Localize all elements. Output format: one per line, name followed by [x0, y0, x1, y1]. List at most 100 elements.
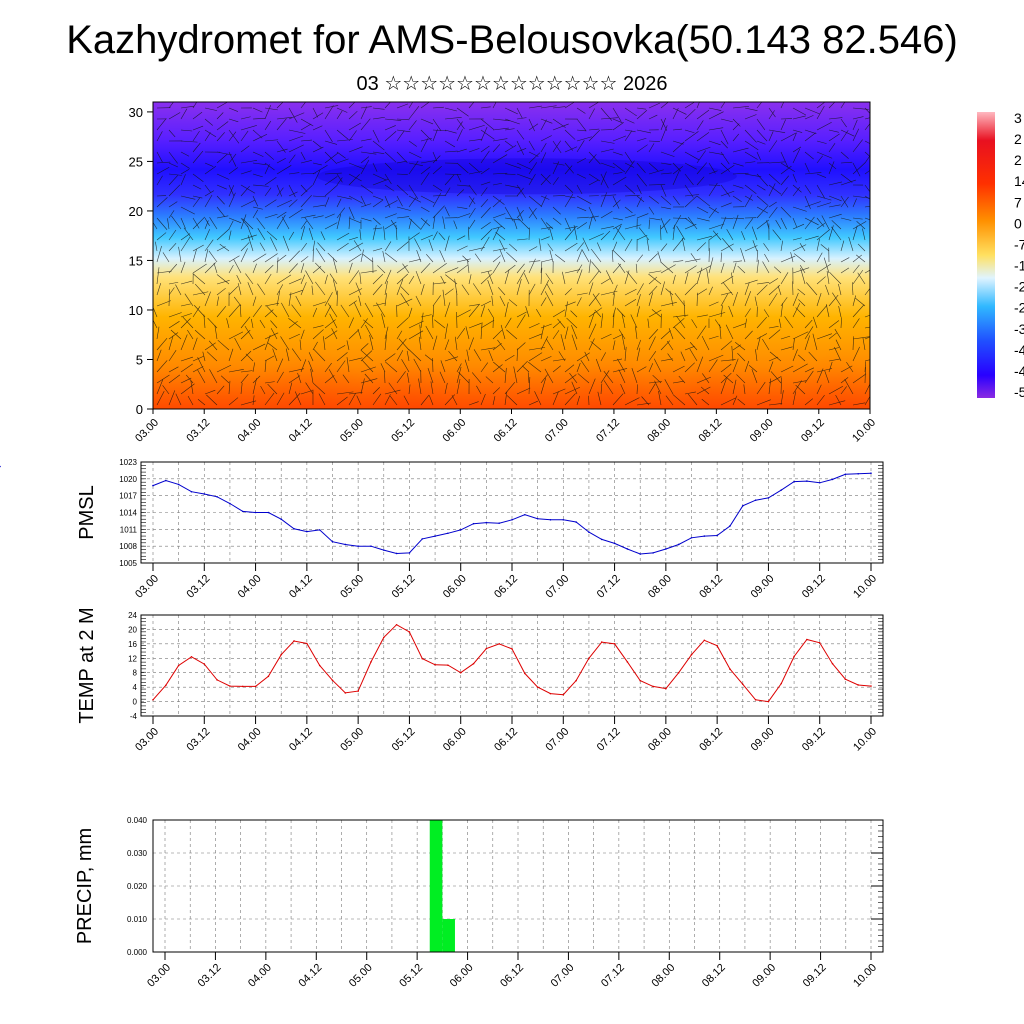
- wind-vector: [264, 355, 275, 362]
- wind-vector: [456, 189, 465, 197]
- wind-vector: [624, 224, 642, 230]
- wind-vector: [564, 162, 574, 174]
- wind-vector: [180, 233, 191, 241]
- wind-vector: [480, 150, 490, 164]
- wind-vector: [396, 216, 410, 219]
- wind-vector: [216, 279, 230, 285]
- wind-vector: [696, 162, 707, 175]
- data-point: [613, 542, 616, 545]
- wind-vector: [552, 330, 560, 340]
- wind-vector: [528, 152, 541, 164]
- wind-vector: [660, 195, 672, 206]
- wind-vector: [545, 222, 554, 230]
- wind-vector: [180, 363, 193, 373]
- wind-vector: [816, 384, 822, 395]
- wind-vector: [540, 135, 552, 142]
- wind-vector: [408, 258, 421, 263]
- data-point: [562, 518, 565, 521]
- wind-vector: [804, 201, 821, 208]
- wind-vector: [194, 329, 206, 340]
- wind-vector: [576, 216, 589, 219]
- wind-vector: [612, 293, 615, 307]
- wind-vector: [270, 237, 278, 252]
- wind-vector: [864, 336, 870, 340]
- wind-vector: [444, 323, 448, 340]
- wind-vector: [156, 300, 172, 307]
- wind-vector: [240, 350, 252, 362]
- wind-vector: [170, 329, 182, 340]
- wind-vector: [432, 166, 442, 175]
- wind-vector: [396, 273, 409, 285]
- wind-vector: [396, 103, 409, 109]
- wind-vector: [762, 338, 770, 351]
- wind-vector: [432, 282, 447, 285]
- wind-vector: [852, 254, 863, 263]
- data-point: [677, 671, 680, 674]
- wind-vector: [156, 267, 160, 285]
- wind-vector: [180, 108, 188, 120]
- wind-vector: [696, 356, 704, 373]
- wind-vector: [310, 368, 314, 384]
- wind-vector: [778, 318, 782, 329]
- wind-vector: [816, 140, 827, 144]
- wind-vector: [204, 165, 217, 175]
- wind-vector: [472, 283, 482, 296]
- wind-vector: [768, 361, 774, 373]
- wind-vector: [381, 313, 386, 329]
- wind-vector: [648, 309, 662, 318]
- wind-vector: [192, 184, 202, 190]
- wind-vector: [420, 166, 431, 175]
- wind-vector: [768, 110, 775, 120]
- wind-vector: [636, 129, 652, 134]
- wind-vector: [204, 190, 215, 197]
- wind-vector: [612, 358, 623, 362]
- wind-vector: [492, 144, 501, 153]
- wind-vector: [600, 211, 613, 219]
- wind-vector: [506, 395, 518, 406]
- wind-vector: [624, 129, 636, 133]
- data-point: [665, 687, 667, 690]
- wind-vector: [544, 291, 554, 307]
- wind-vector: [288, 208, 303, 219]
- wind-vector: [840, 365, 853, 373]
- y-tick-label: 8: [133, 669, 138, 678]
- wind-vector: [720, 305, 723, 318]
- wind-vector: [282, 235, 290, 252]
- wind-vector: [672, 380, 684, 384]
- wind-vector: [400, 293, 410, 307]
- wind-vector: [763, 243, 770, 252]
- wind-vector: [732, 217, 745, 220]
- wind-vector: [564, 364, 575, 373]
- wind-vector: [348, 236, 358, 241]
- wind-vector: [612, 151, 623, 156]
- x-tick-label: 06.12: [492, 573, 520, 601]
- wind-vector: [756, 184, 766, 191]
- wind-vector: [264, 213, 278, 219]
- wind-vector: [653, 358, 662, 373]
- wind-vector: [840, 257, 850, 263]
- wind-vector: [228, 348, 234, 362]
- wind-vector: [684, 195, 698, 208]
- wind-vector: [504, 184, 521, 189]
- wind-vector: [540, 323, 552, 329]
- wind-vector: [768, 376, 782, 384]
- wind-vector: [743, 384, 746, 395]
- wind-vector: [672, 107, 679, 120]
- wind-vector: [300, 102, 307, 109]
- wind-vector: [576, 242, 585, 252]
- wind-vector: [597, 391, 602, 406]
- wind-vector: [517, 218, 530, 230]
- x-tick-label: 05.00: [347, 962, 375, 990]
- data-point: [549, 518, 552, 521]
- wind-vector: [696, 109, 710, 120]
- wind-vector: [372, 199, 384, 208]
- wind-vector: [324, 305, 332, 318]
- wind-vector: [240, 125, 257, 131]
- wind-vector: [380, 363, 386, 373]
- data-point: [177, 664, 180, 667]
- wind-vector: [252, 184, 269, 187]
- wind-vector: [396, 184, 409, 196]
- wind-vector: [701, 335, 710, 351]
- wind-vector: [320, 231, 326, 241]
- wind-vector: [468, 337, 474, 351]
